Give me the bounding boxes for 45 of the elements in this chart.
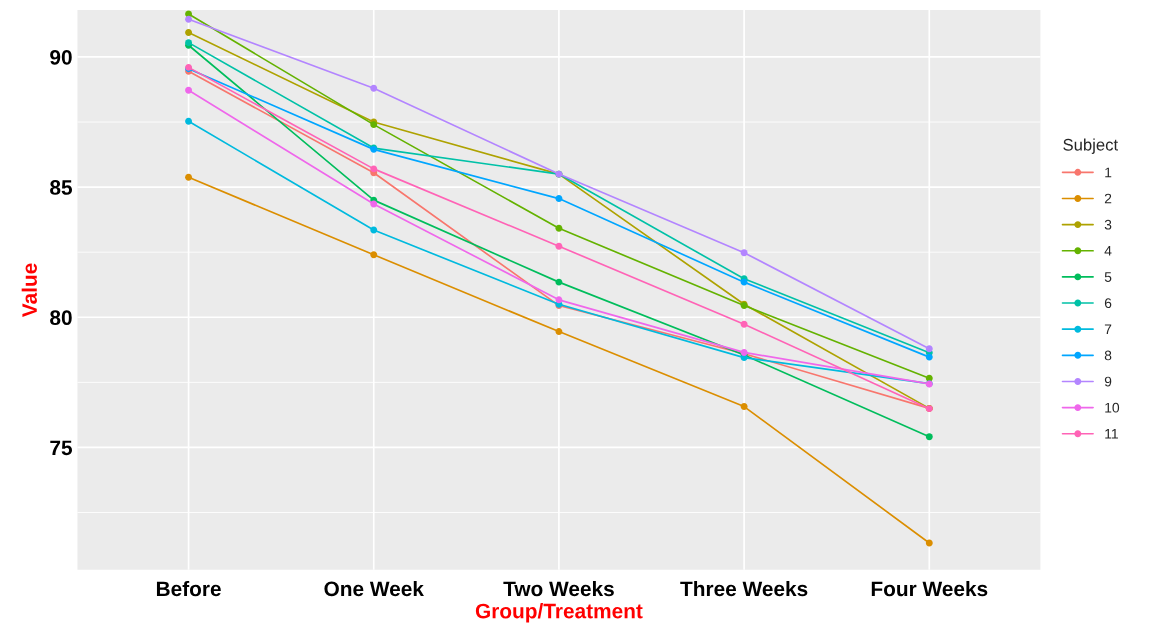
point: [925, 353, 933, 361]
y-tick-label: 75: [50, 440, 73, 456]
point: [185, 86, 193, 94]
legend-label: 4: [1104, 246, 1112, 256]
legend-label: 8: [1104, 350, 1112, 361]
legend-label: 6: [1104, 298, 1112, 309]
point: [185, 117, 193, 125]
legend-label: 7: [1104, 324, 1112, 335]
point: [370, 84, 378, 92]
legend-title: Subject: [1063, 138, 1118, 154]
legend-label: 5: [1104, 272, 1112, 282]
point: [370, 251, 378, 259]
legend-label: 3: [1104, 219, 1112, 230]
legend-label: 1: [1105, 167, 1112, 178]
point: [370, 165, 378, 173]
x-axis-title: Group/Treatment: [475, 603, 643, 623]
x-tick-label: One Week: [324, 580, 424, 597]
point: [740, 403, 748, 411]
point: [555, 224, 563, 232]
point: [925, 433, 933, 441]
legend-label: 10: [1105, 402, 1120, 413]
point: [925, 539, 933, 547]
legend-label: 2: [1104, 193, 1112, 204]
x-tick-label: Four Weeks: [871, 580, 988, 597]
point: [555, 328, 563, 336]
y-tick-label: 85: [50, 180, 73, 195]
x-tick-label: Two Weeks: [503, 580, 614, 597]
legend-label: 9: [1104, 376, 1112, 387]
point: [555, 195, 563, 203]
point: [555, 296, 563, 304]
x-tick-label: Three Weeks: [680, 580, 808, 597]
y-tick-label: 80: [50, 310, 72, 326]
point: [740, 320, 748, 328]
point: [370, 226, 378, 234]
point: [740, 249, 748, 257]
legend-label: 11: [1105, 429, 1118, 439]
point: [555, 242, 563, 250]
y-tick-label: 90: [50, 49, 72, 65]
point: [185, 15, 193, 23]
point: [185, 29, 193, 36]
point: [370, 200, 378, 208]
point: [925, 345, 933, 353]
y-axis-title: Value: [21, 263, 37, 318]
point: [185, 173, 193, 181]
x-tick-label: Before: [156, 580, 221, 597]
